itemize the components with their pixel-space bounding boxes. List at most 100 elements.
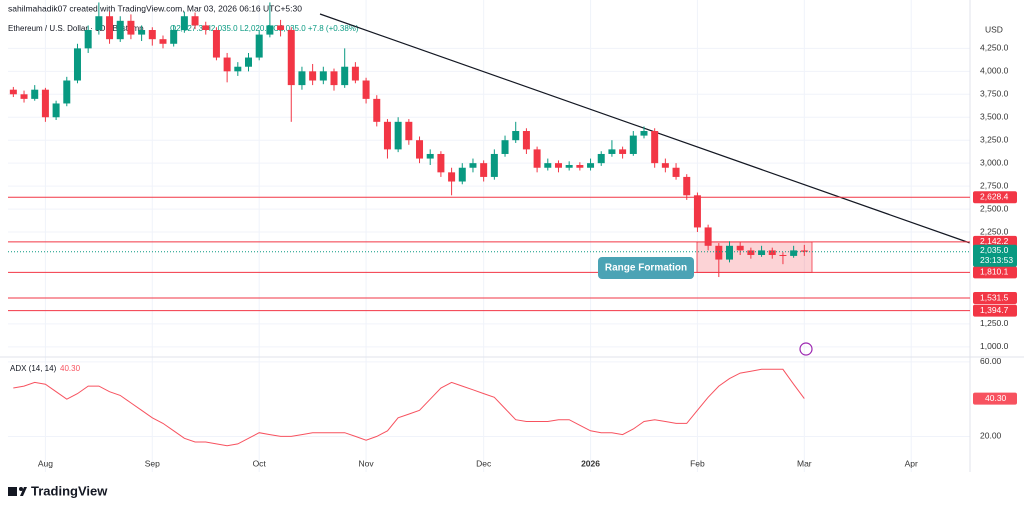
y-tick-label: 3,750.0 [980,89,1009,99]
candle-body [362,80,370,99]
candle-body [779,254,787,256]
candle-body [768,250,776,255]
candle-body [587,163,595,168]
candle-body [522,131,530,150]
y-tick-label: 60.00 [980,356,1002,366]
y-tick-label: 20.00 [980,431,1002,441]
candle-body [480,163,488,177]
candle-body [127,20,135,35]
y-tick-label: 2,500.0 [980,203,1009,213]
candle-body [9,89,17,95]
candle-body [469,163,477,168]
candle-body [683,176,691,196]
y-tick-label: 2,250.0 [980,226,1009,236]
adx-tag [973,392,1017,405]
trend-line [319,13,971,244]
candle-body [693,195,701,228]
candle-body [661,163,669,168]
candle-body [608,149,616,154]
logo-mark [8,487,17,496]
price-tag [973,244,1017,267]
candle-body [106,16,114,40]
candle-body [416,140,424,159]
annotation: Range Formation [605,263,687,274]
candle-body [287,30,295,86]
x-tick-label: Aug [38,458,53,468]
candle-body [298,71,306,86]
candle-body [116,20,124,40]
candle-body [448,172,456,182]
candle-body [512,131,520,141]
y-tick-label: 1,000.0 [980,341,1009,351]
range-box [696,241,813,273]
y-tick-label: 2,750.0 [980,180,1009,190]
adx-label: 40.30 [985,393,1007,403]
x-tick-label: Sep [145,458,160,468]
x-tick-label: Nov [359,458,375,468]
candle-body [458,167,466,182]
candle-body [394,121,402,150]
candle-body [704,227,712,246]
price-label: 2,035.0 [980,245,1009,255]
candle-body [255,34,263,58]
candle-body [790,250,798,256]
currency: USD [985,24,1003,34]
level-label: 2,628.4 [980,192,1009,202]
candle-body [245,57,252,67]
candle-body [266,25,274,35]
candle-body [383,121,391,150]
candle-body [640,131,648,136]
candle-body [191,16,199,26]
candle-body [736,245,744,251]
candle-body [544,163,552,168]
level-tag [973,191,1017,204]
candle-body [726,245,733,260]
x-tick-label: Apr [905,458,918,468]
candle-body [405,121,413,141]
adx-value: 40.30 [60,364,81,373]
level-tag [973,292,1017,305]
y-tick-label: 3,000.0 [980,157,1009,167]
candle-body [20,94,28,99]
candle-body [619,149,627,154]
candle-body [747,250,755,255]
candle-body [223,57,231,72]
y-tick-label: 1,250.0 [980,318,1009,328]
logo-mark [20,487,27,496]
candle-body [138,30,146,35]
candle-body [501,140,509,154]
candle-body [159,39,167,44]
annotation-box [598,257,694,279]
y-tick-label: 3,250.0 [980,134,1009,144]
level-label: 2,142.2 [980,236,1009,246]
candle-body [758,250,766,255]
candle-body [180,16,188,30]
candle-body [330,71,338,86]
symbol: Ethereum / U.S. Dollar · 1D · Bitstamp [8,24,144,33]
candle-body [31,89,39,99]
candle-body [651,131,659,164]
candle-body [800,250,808,252]
logo-mark [19,487,23,491]
author-line: sahilmahadik07 created with TradingView.… [8,3,302,13]
candle-body [95,16,103,30]
ohlc: O2,027.3 H2,035.0 L2,020.0 C2,035.0 +7.8… [170,24,359,33]
candle-body [84,30,92,49]
candle-body [373,98,381,122]
x-tick-label: Dec [476,458,492,468]
candle-body [554,163,562,168]
candle-body [73,48,81,81]
y-tick-label: 3,500.0 [980,111,1009,121]
countdown: 23:13:53 [980,255,1013,265]
x-tick-label: Oct [253,458,267,468]
candle-body [576,164,584,168]
candle-body [277,25,285,30]
candle-body [629,135,637,154]
y-tick-label: 4,250.0 [980,43,1009,53]
level-tag [973,304,1017,317]
level-label: 1,394.7 [980,305,1009,315]
candle-body [351,66,359,81]
candle-body [234,66,242,72]
